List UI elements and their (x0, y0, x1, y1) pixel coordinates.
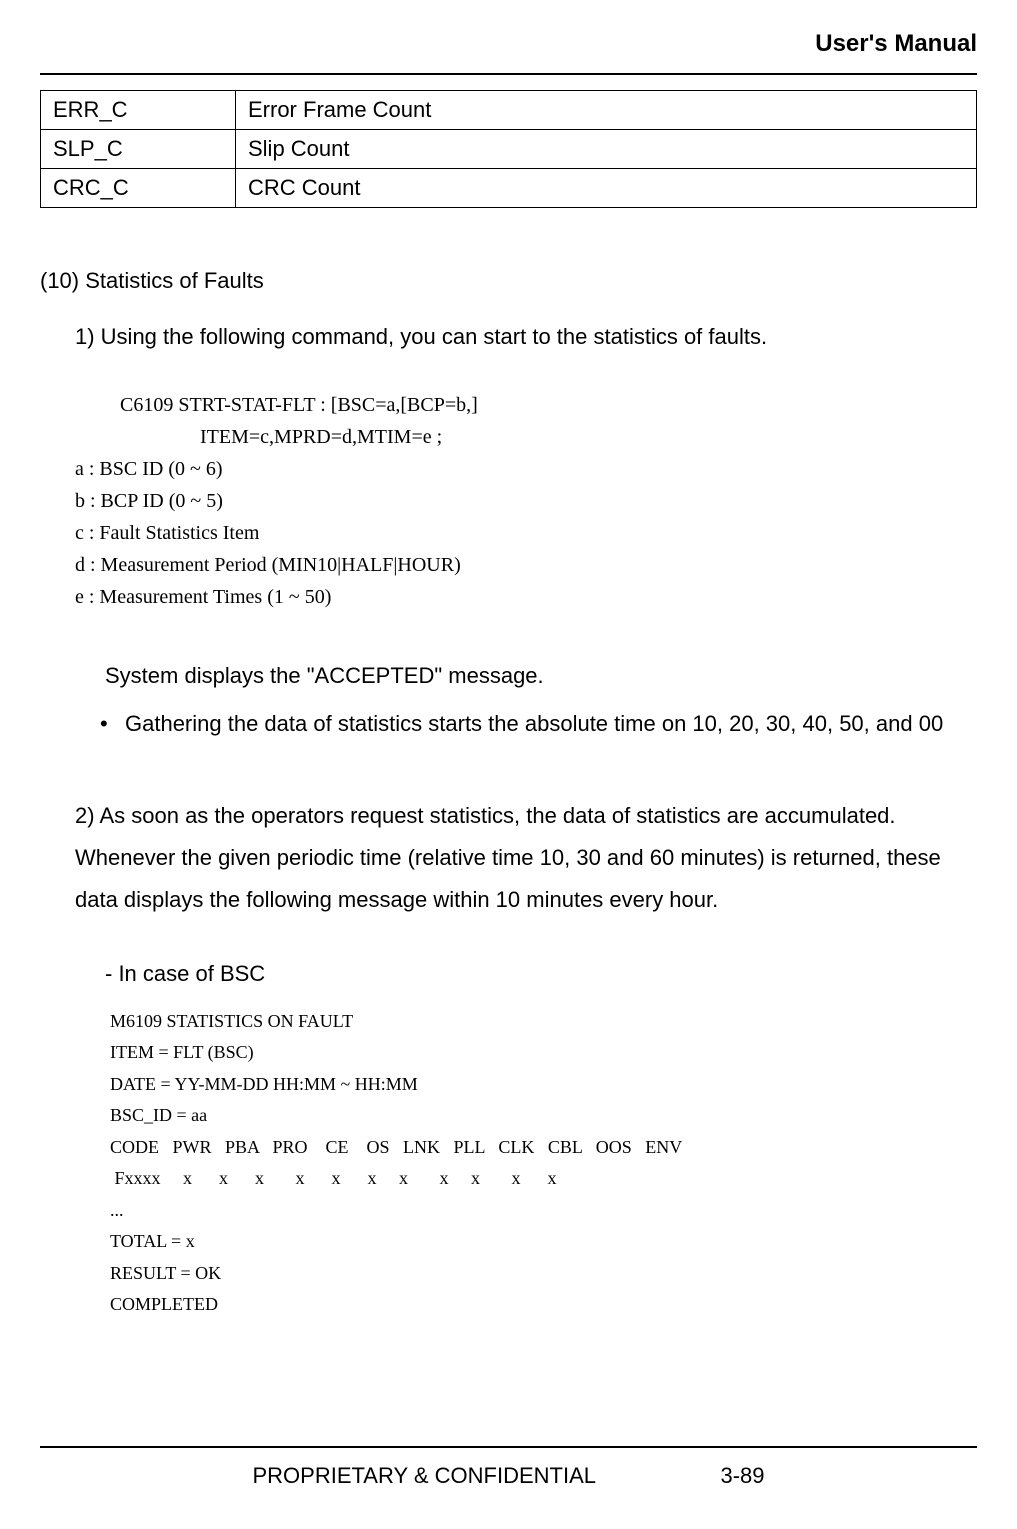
output-line: TOTAL = x (110, 1226, 977, 1258)
cmd-param: b : BCP ID (0 ~ 5) (75, 485, 977, 517)
cmd-param: d : Measurement Period (MIN10|HALF|HOUR) (75, 549, 977, 581)
cmd-param: a : BSC ID (0 ~ 6) (75, 453, 977, 485)
bullet-dot-icon: • (100, 703, 125, 745)
def-value: Error Frame Count (236, 91, 977, 130)
def-key: SLP_C (41, 130, 236, 169)
step2-text: 2) As soon as the operators request stat… (75, 795, 977, 920)
header-title: User's Manual (40, 30, 977, 58)
output-line: BSC_ID = aa (110, 1100, 977, 1132)
bullet-item: • Gathering the data of statistics start… (100, 703, 977, 745)
cmd-param: e : Measurement Times (1 ~ 50) (75, 581, 977, 613)
output-line: COMPLETED (110, 1289, 977, 1321)
def-value: Slip Count (236, 130, 977, 169)
output-line: RESULT = OK (110, 1258, 977, 1290)
table-row: CRC_C CRC Count (41, 169, 977, 208)
output-line: Fxxxx x x x x x x x x x x x (110, 1163, 977, 1195)
cmd-line: C6109 STRT-STAT-FLT : [BSC=a,[BCP=b,] (120, 389, 977, 421)
bullet-text: Gathering the data of statistics starts … (125, 703, 977, 745)
def-key: ERR_C (41, 91, 236, 130)
output-block: M6109 STATISTICS ON FAULT ITEM = FLT (BS… (110, 1006, 977, 1321)
footer-label: PROPRIETARY & CONFIDENTIAL (252, 1463, 596, 1488)
def-key: CRC_C (41, 169, 236, 208)
command-block: C6109 STRT-STAT-FLT : [BSC=a,[BCP=b,] IT… (75, 389, 977, 613)
footer-page-number: 3-89 (720, 1463, 764, 1489)
footer: PROPRIETARY & CONFIDENTIAL 3-89 (0, 1446, 1017, 1489)
cmd-param: c : Fault Statistics Item (75, 517, 977, 549)
table-row: ERR_C Error Frame Count (41, 91, 977, 130)
header-rule (40, 73, 977, 75)
output-line: ... (110, 1195, 977, 1227)
accepted-text: System displays the "ACCEPTED" message. (105, 658, 977, 693)
def-value: CRC Count (236, 169, 977, 208)
footer-rule (40, 1446, 977, 1448)
definitions-table: ERR_C Error Frame Count SLP_C Slip Count… (40, 90, 977, 208)
case-bsc-text: - In case of BSC (105, 956, 977, 991)
output-line: M6109 STATISTICS ON FAULT (110, 1006, 977, 1038)
step1-text: 1) Using the following command, you can … (75, 319, 977, 354)
output-line: ITEM = FLT (BSC) (110, 1037, 977, 1069)
cmd-line: ITEM=c,MPRD=d,MTIM=e ; (200, 421, 977, 453)
section-title: (10) Statistics of Faults (40, 268, 977, 294)
output-line: DATE = YY-MM-DD HH:MM ~ HH:MM (110, 1069, 977, 1101)
output-line: CODE PWR PBA PRO CE OS LNK PLL CLK CBL O… (110, 1132, 977, 1164)
table-row: SLP_C Slip Count (41, 130, 977, 169)
